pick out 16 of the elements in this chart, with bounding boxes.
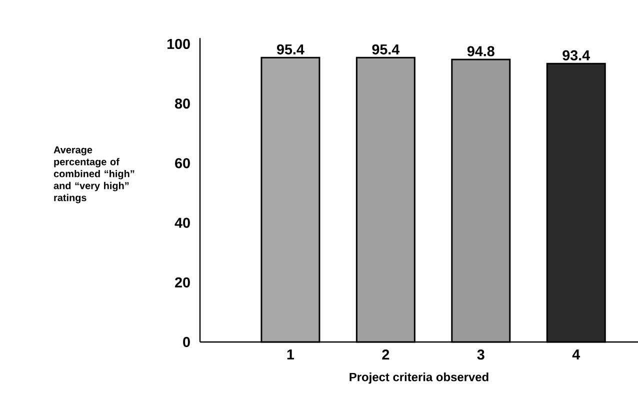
data-label: 94.8	[467, 46, 494, 56]
y-tick-label: 20	[175, 277, 190, 288]
x-tick-label: 4	[572, 350, 580, 360]
x-axis-title: Project criteria observed	[350, 372, 488, 384]
x-tick-label: 3	[477, 350, 484, 360]
x-tick-label: 1	[287, 350, 294, 360]
y-axis-title: Average percentage of combined “high” and “very high” ratings	[54, 146, 134, 204]
data-label: 93.4	[562, 50, 590, 60]
data-label: 95.4	[372, 44, 400, 54]
y-tick-label: 40	[174, 218, 190, 228]
y-tick-label: 100	[167, 38, 190, 50]
y-tick-label: 0	[183, 336, 190, 348]
y-tick-label: 60	[175, 158, 190, 168]
y-tick-label: 80	[175, 98, 190, 109]
x-tick-label: 2	[382, 350, 390, 360]
data-label: 95.4	[276, 44, 304, 54]
